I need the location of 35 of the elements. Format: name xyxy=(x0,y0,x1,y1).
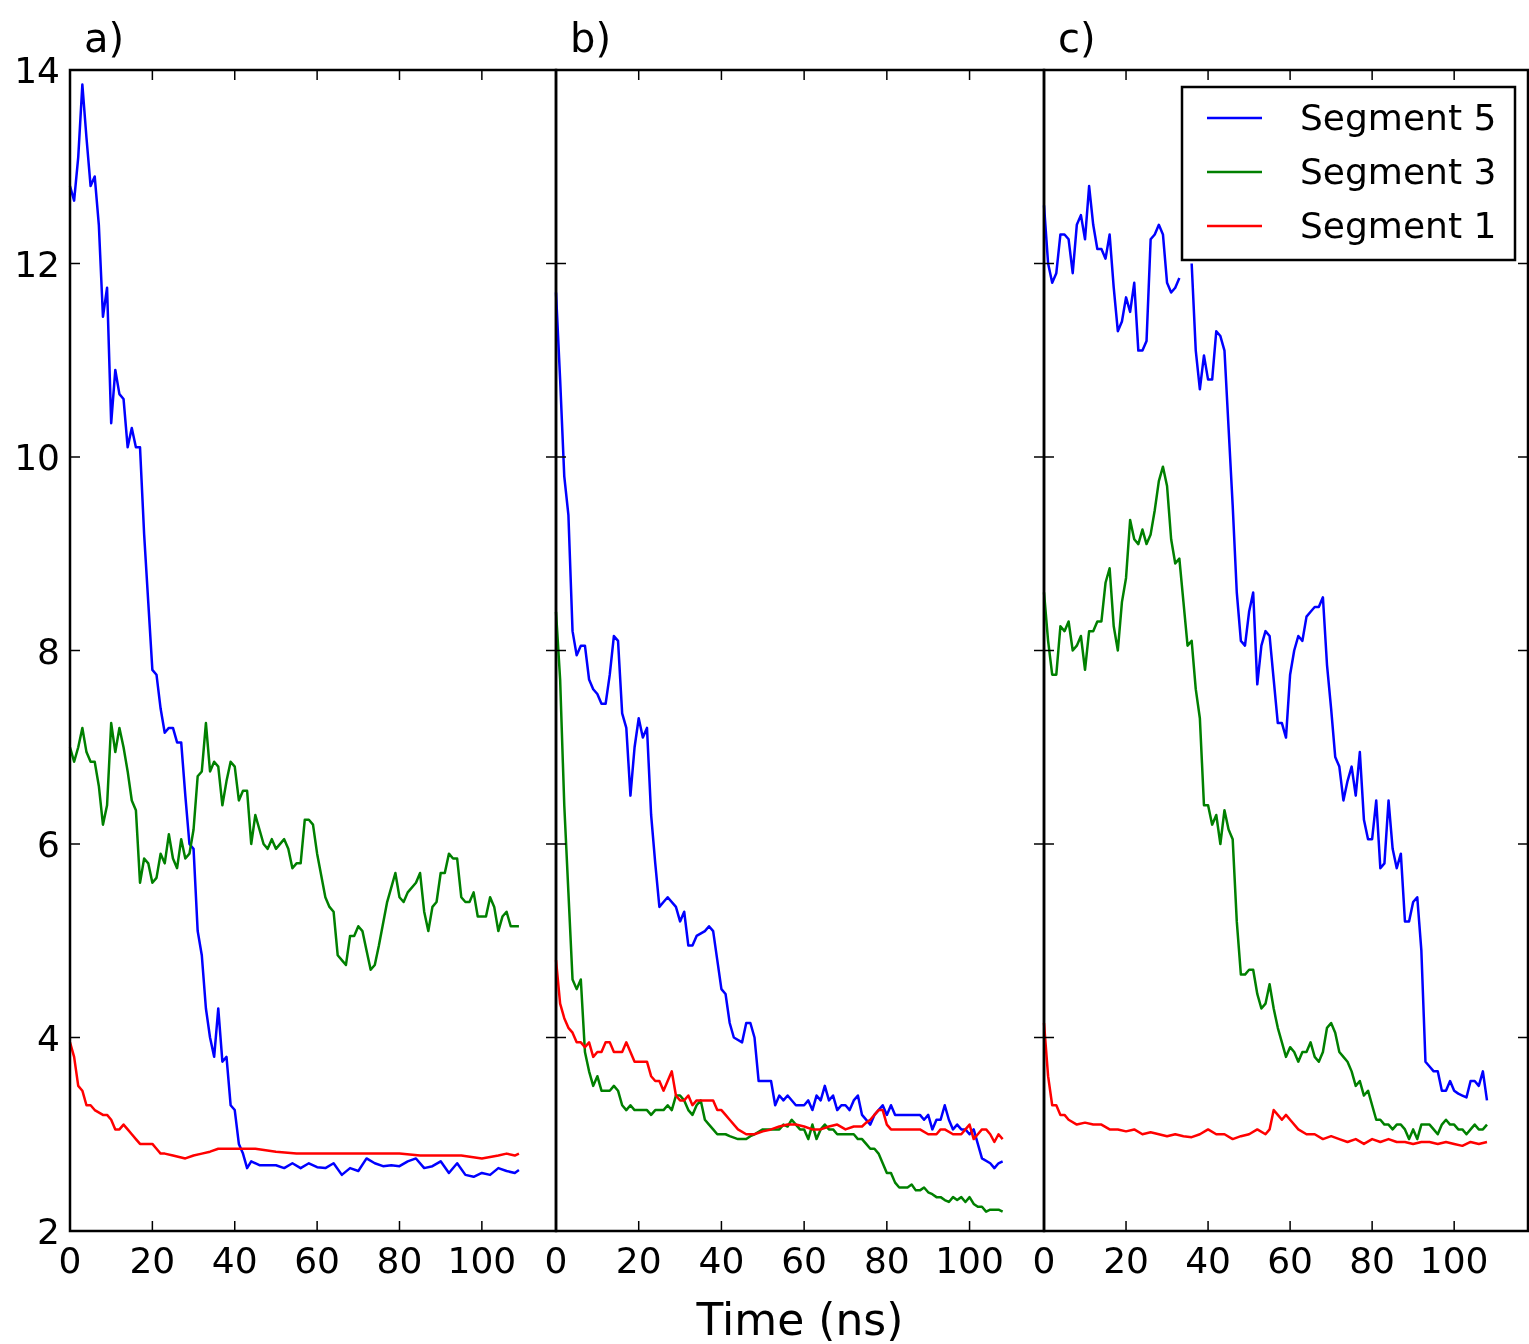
x-tick-label: 60 xyxy=(294,1240,341,1281)
line-series xyxy=(68,1041,521,1160)
legend-label: Segment 5 xyxy=(1300,97,1497,138)
x-tick-label: 20 xyxy=(615,1240,662,1281)
x-tick-label: 0 xyxy=(1032,1240,1056,1281)
legend-label: Segment 1 xyxy=(1300,205,1497,246)
line-series xyxy=(68,721,521,972)
x-tick-label: 60 xyxy=(1267,1240,1314,1281)
x-tick-label: 20 xyxy=(129,1240,176,1281)
y-tick-label: 14 xyxy=(14,50,60,91)
x-axis-title: Time (ns) xyxy=(695,1294,904,1344)
legend-label: Segment 3 xyxy=(1300,151,1497,192)
chart-title: c) xyxy=(1058,15,1096,61)
x-tick-label: 100 xyxy=(447,1240,517,1281)
x-tick-label: 0 xyxy=(544,1240,568,1281)
y-tick-label: 6 xyxy=(37,824,60,865)
x-tick-label: 80 xyxy=(376,1240,423,1281)
x-tick-label: 40 xyxy=(1185,1240,1231,1281)
line-series xyxy=(68,83,521,1179)
x-tick-label: 100 xyxy=(935,1240,1004,1281)
x-tick-label: 0 xyxy=(58,1240,82,1281)
x-tick-label: 100 xyxy=(1419,1240,1489,1281)
x-tick-label: 80 xyxy=(863,1240,910,1281)
chart-title: b) xyxy=(570,15,611,61)
chart-title: a) xyxy=(84,15,125,61)
y-tick-label: 4 xyxy=(37,1017,60,1059)
x-tick-label: 40 xyxy=(698,1240,745,1281)
y-tick-label: 8 xyxy=(37,630,60,672)
x-tick-label: 40 xyxy=(211,1240,258,1281)
y-tick-label: 10 xyxy=(14,437,60,478)
y-tick-label: 12 xyxy=(14,243,60,285)
y-tick-label: 2 xyxy=(37,1211,60,1252)
x-tick-label: 80 xyxy=(1349,1240,1396,1281)
x-tick-label: 60 xyxy=(781,1240,828,1281)
x-tick-label: 20 xyxy=(1103,1240,1149,1281)
